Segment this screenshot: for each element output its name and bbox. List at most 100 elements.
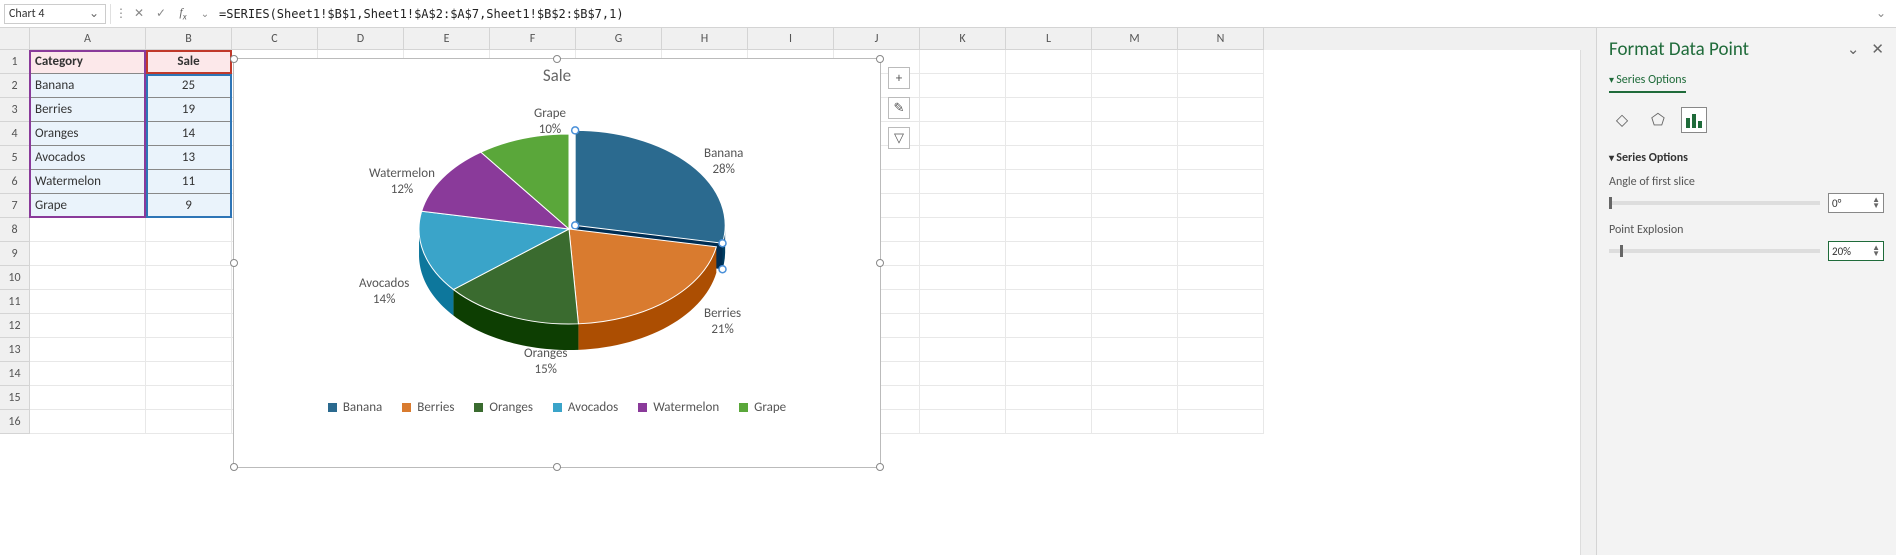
cell[interactable]	[1092, 290, 1178, 314]
column-header[interactable]: H	[662, 28, 748, 50]
cell[interactable]	[1178, 386, 1264, 410]
column-header[interactable]: E	[404, 28, 490, 50]
cell[interactable]: Oranges	[30, 122, 146, 146]
column-header[interactable]: D	[318, 28, 404, 50]
column-header[interactable]: J	[834, 28, 920, 50]
cell[interactable]	[920, 410, 1006, 434]
cell[interactable]	[920, 314, 1006, 338]
cell[interactable]	[1178, 122, 1264, 146]
cell[interactable]	[920, 146, 1006, 170]
column-header[interactable]: F	[490, 28, 576, 50]
slider-thumb[interactable]	[1609, 197, 1612, 209]
select-all-corner[interactable]	[0, 28, 30, 50]
cell[interactable]	[1178, 362, 1264, 386]
column-header[interactable]: K	[920, 28, 1006, 50]
cell[interactable]	[146, 362, 232, 386]
resize-handle[interactable]	[230, 259, 238, 267]
resize-handle[interactable]	[876, 55, 884, 63]
cell[interactable]	[920, 194, 1006, 218]
column-header[interactable]: M	[1092, 28, 1178, 50]
cell[interactable]	[1178, 74, 1264, 98]
name-box-dropdown-icon[interactable]: ⌄	[89, 6, 101, 21]
cell[interactable]	[920, 266, 1006, 290]
cell[interactable]	[1092, 170, 1178, 194]
cell[interactable]	[1092, 242, 1178, 266]
row-header[interactable]: 9	[0, 242, 30, 266]
series-options-dropdown[interactable]: Series Options	[1609, 73, 1686, 93]
chart-object[interactable]: Sale Banana28% Berries21% Oranges15% Avo…	[233, 58, 881, 468]
explosion-input[interactable]: 20%▲▼	[1828, 241, 1884, 261]
row-header[interactable]: 13	[0, 338, 30, 362]
name-box[interactable]: Chart 4 ⌄	[4, 4, 106, 24]
fx-button[interactable]: fx	[175, 5, 191, 22]
column-header[interactable]: B	[146, 28, 232, 50]
cell[interactable]	[1178, 410, 1264, 434]
cell[interactable]	[30, 266, 146, 290]
cell[interactable]	[920, 362, 1006, 386]
cell[interactable]	[30, 410, 146, 434]
cell[interactable]	[1092, 410, 1178, 434]
cell[interactable]	[1092, 146, 1178, 170]
cell[interactable]: Category	[30, 50, 146, 74]
row-header[interactable]: 7	[0, 194, 30, 218]
cell[interactable]: 19	[146, 98, 232, 122]
cell[interactable]	[1092, 338, 1178, 362]
row-header[interactable]: 11	[0, 290, 30, 314]
fx-dropdown-icon[interactable]: ⌄	[197, 7, 213, 20]
cell[interactable]	[1092, 314, 1178, 338]
cell[interactable]	[146, 218, 232, 242]
cancel-button[interactable]: ✕	[131, 6, 147, 21]
cell[interactable]	[1092, 362, 1178, 386]
enter-button[interactable]: ✓	[153, 6, 169, 21]
cell[interactable]: Berries	[30, 98, 146, 122]
cell[interactable]	[1092, 74, 1178, 98]
cell[interactable]	[146, 266, 232, 290]
cell[interactable]	[1006, 170, 1092, 194]
cell[interactable]: Sale	[146, 50, 232, 74]
resize-handle[interactable]	[876, 259, 884, 267]
cell[interactable]	[1178, 170, 1264, 194]
resize-handle[interactable]	[553, 463, 561, 471]
formula-bar-expand-icon[interactable]: ⌄	[1870, 6, 1892, 21]
cell[interactable]	[920, 122, 1006, 146]
row-header[interactable]: 16	[0, 410, 30, 434]
cell[interactable]	[920, 290, 1006, 314]
cell[interactable]	[1178, 290, 1264, 314]
cell[interactable]	[1092, 218, 1178, 242]
cell[interactable]	[1178, 194, 1264, 218]
chart-filters-button[interactable]: ▽	[888, 127, 910, 149]
cell[interactable]	[146, 314, 232, 338]
panel-close-icon[interactable]: ✕	[1871, 40, 1884, 59]
row-header[interactable]: 14	[0, 362, 30, 386]
cell[interactable]	[1092, 266, 1178, 290]
cell[interactable]	[30, 290, 146, 314]
cell[interactable]: 9	[146, 194, 232, 218]
row-header[interactable]: 12	[0, 314, 30, 338]
cell[interactable]	[1006, 386, 1092, 410]
cell[interactable]	[1092, 98, 1178, 122]
cell[interactable]: 13	[146, 146, 232, 170]
series-options-header[interactable]: Series Options	[1609, 151, 1884, 165]
cell[interactable]	[1178, 338, 1264, 362]
cell[interactable]	[1006, 290, 1092, 314]
cell[interactable]	[1178, 146, 1264, 170]
cell[interactable]	[1178, 242, 1264, 266]
angle-input[interactable]: 0°▲▼	[1828, 193, 1884, 213]
cell[interactable]	[1006, 50, 1092, 74]
cell[interactable]	[30, 314, 146, 338]
cell[interactable]: Avocados	[30, 146, 146, 170]
vertical-scrollbar[interactable]	[1580, 50, 1596, 555]
panel-collapse-icon[interactable]: ⌄	[1847, 40, 1860, 59]
chart-plot-area[interactable]: Banana28% Berries21% Oranges15% Avocados…	[234, 86, 880, 396]
cell[interactable]	[1006, 194, 1092, 218]
column-header[interactable]: G	[576, 28, 662, 50]
cell[interactable]	[146, 386, 232, 410]
chart-styles-button[interactable]: ✎	[888, 97, 910, 119]
fill-outline-tab-icon[interactable]: ◇	[1609, 107, 1635, 133]
row-header[interactable]: 2	[0, 74, 30, 98]
cell[interactable]	[146, 290, 232, 314]
cell[interactable]: 11	[146, 170, 232, 194]
cell[interactable]: 14	[146, 122, 232, 146]
cell[interactable]	[1178, 218, 1264, 242]
cell[interactable]	[146, 410, 232, 434]
